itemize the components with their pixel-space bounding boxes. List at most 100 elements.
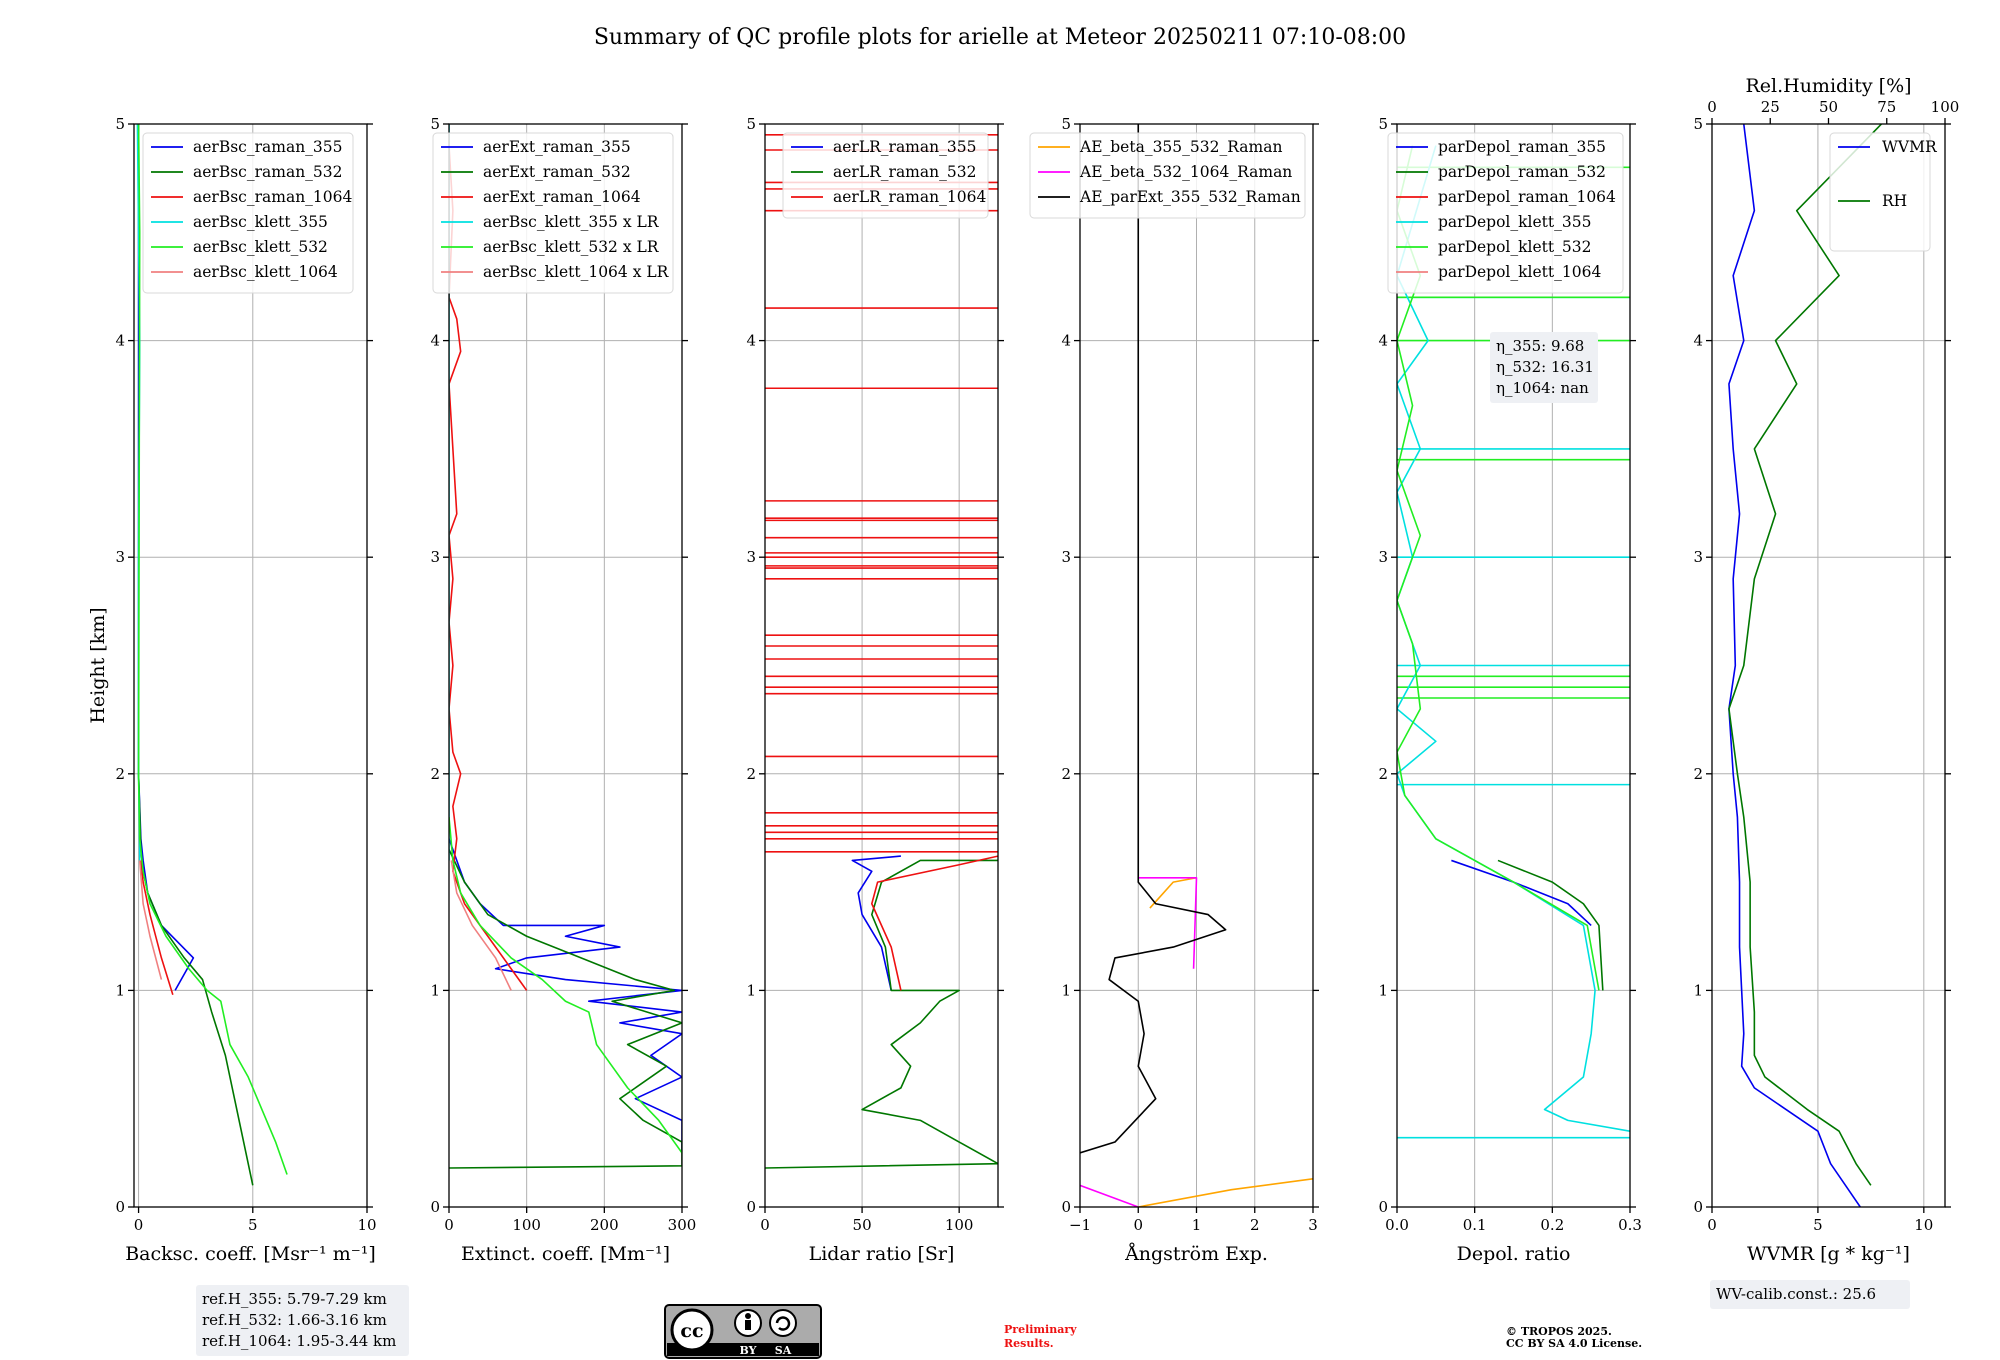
xtick-label: 100 [512, 1216, 541, 1234]
legend-label: aerBsc_klett_355 x LR [483, 213, 660, 231]
copyright-note: © TROPOS 2025. [1506, 1325, 1612, 1338]
preliminary-note-line2: Results. [1004, 1337, 1054, 1350]
legend-ext: aerExt_raman_355 aerExt_raman_532 aerExt_r… [432, 132, 674, 294]
xtick-label: 0.2 [1540, 1216, 1564, 1234]
cc-license-badge: cc BY SA [664, 1304, 822, 1359]
xtick-label: 10 [1914, 1216, 1933, 1234]
text-box-bsc: ref.H_355: 5.79-7.29 km ref.H_532: 1.66-3… [196, 1285, 409, 1356]
xtick-label: 1 [1192, 1216, 1202, 1234]
xtick-label: 5 [1813, 1216, 1823, 1234]
xtick-label: 0 [1133, 1216, 1143, 1234]
xaxis-label: Lidar ratio [Sr] [809, 1243, 955, 1265]
legend-label: RH [1882, 192, 1907, 210]
panel-bsc: 0 1 2 3 4 5 0 5 10 Backsc. coeff. [Msr⁻¹ m⁻¹] Heig… [87, 115, 409, 1356]
xtick-label: 10 [357, 1216, 376, 1234]
legend-label: parDepol_klett_355 [1438, 213, 1591, 231]
plot-area-lr [765, 134, 998, 1169]
xtick-label: 2 [1250, 1216, 1260, 1234]
xtick-label: 100 [945, 1216, 974, 1234]
legend-label: aerBsc_klett_355 [193, 213, 328, 231]
legend-ae: AE_beta_355_532_Raman AE_beta_532_1064_Ra… [1029, 132, 1306, 219]
series-wvmr [1728, 124, 1861, 1207]
xtick-label: 5 [248, 1216, 258, 1234]
ytick-label: 0 [1378, 1198, 1388, 1216]
x2tick-label: 0 [1707, 98, 1717, 116]
share-alike-icon [769, 1309, 797, 1337]
ytick-label: 0 [430, 1198, 440, 1216]
preliminary-note: Preliminary [1004, 1323, 1077, 1336]
svg-text:cc: cc [680, 1320, 703, 1342]
ytick-label: 5 [1378, 115, 1388, 133]
xaxis-label: Backsc. coeff. [Msr⁻¹ m⁻¹] [125, 1243, 376, 1265]
ytick-label: 2 [1061, 765, 1071, 783]
legend-label: aerBsc_klett_532 [193, 238, 328, 256]
legend-label: AE_parExt_355_532_Raman [1079, 188, 1301, 206]
series-rh [1728, 124, 1883, 1186]
ytick-label: 1 [1378, 981, 1388, 999]
legend-label: aerBsc_raman_355 [193, 138, 343, 156]
ytick-label: 3 [115, 548, 125, 566]
ytick-label: 3 [746, 548, 756, 566]
text-box-wv: WV-calib.const.: 25.6 [1710, 1280, 1910, 1309]
axes-frame [448, 123, 683, 1208]
series-ae-beta-355-532-raman-part2 [1149, 876, 1197, 909]
text-box-line: η_1064: nan [1496, 379, 1589, 397]
xtick-label: 300 [668, 1216, 697, 1234]
text-box-line: η_532: 16.31 [1496, 358, 1594, 376]
cc-icon [670, 1308, 714, 1352]
ytick-label: 2 [1378, 765, 1388, 783]
svg-text:SA: SA [775, 1344, 792, 1357]
series-aerlr-raman-1064 [870, 855, 998, 991]
footer: cc BY SA Preliminary Results. © TROPOS 2… [664, 1304, 1642, 1359]
legend-label: parDepol_raman_1064 [1438, 188, 1616, 206]
ytick-label: 0 [1061, 1198, 1071, 1216]
legend-box [1029, 132, 1306, 219]
text-box-bg [1710, 1280, 1910, 1309]
plot-area-bsc [136, 124, 288, 1186]
text-box-line: ref.H_355: 5.79-7.29 km [202, 1290, 387, 1308]
xaxis-label: Ångström Exp. [1124, 1243, 1268, 1265]
xtick-label: 0 [444, 1216, 454, 1234]
ytick-label: 4 [1061, 332, 1071, 350]
xtick-label: 0.0 [1385, 1216, 1409, 1234]
xaxis-label: Depol. ratio [1457, 1243, 1571, 1265]
legend-label: parDepol_klett_532 [1438, 238, 1591, 256]
series-ae-beta-532-1064-raman-part2 [1138, 876, 1198, 969]
xtick-label: 0.3 [1618, 1216, 1642, 1234]
ytick-label: 3 [1693, 548, 1703, 566]
xtick-label: 0 [760, 1216, 770, 1234]
legend-label: aerExt_raman_355 [483, 138, 631, 156]
legend-label: aerBsc_raman_1064 [193, 188, 353, 206]
text-box-bg [196, 1285, 409, 1356]
x2tick-label: 25 [1761, 98, 1780, 116]
legend-label: parDepol_klett_1064 [1438, 263, 1601, 281]
x2tick-label: 75 [1877, 98, 1896, 116]
ytick-label: 2 [1693, 765, 1703, 783]
ytick-label: 5 [430, 115, 440, 133]
ytick-label: 3 [1378, 548, 1388, 566]
ytick-label: 2 [115, 765, 125, 783]
legend-label: aerBsc_raman_532 [193, 163, 343, 181]
legend-bsc: aerBsc_raman_355 aerBsc_raman_532 aerBsc_r… [142, 132, 354, 294]
xaxis-label: Extinct. coeff. [Mm⁻¹] [461, 1243, 670, 1265]
ytick-label: 0 [115, 1198, 125, 1216]
legend-box [782, 132, 989, 219]
series-aerlr-raman-355 [851, 855, 901, 991]
ytick-label: 3 [1061, 548, 1071, 566]
series-ae-beta-532-1064-raman [1080, 1184, 1139, 1207]
xtick-label: 0.1 [1463, 1216, 1487, 1234]
plot-area-ext [449, 124, 682, 1169]
plot-area-depol [1397, 145, 1630, 1139]
legend-box [1829, 132, 1931, 252]
legend-box [1387, 132, 1624, 294]
series-aerbsc-raman-532 [137, 773, 254, 1186]
series-aerext-raman-355 [449, 838, 682, 1153]
x2tick-label: 50 [1819, 98, 1838, 116]
series-pardepol-raman-532 [1497, 859, 1604, 991]
legend-label: AE_beta_355_532_Raman [1079, 138, 1282, 156]
plot-area-ae [1080, 124, 1313, 1207]
series-aerlr-raman-532 [765, 859, 998, 1169]
